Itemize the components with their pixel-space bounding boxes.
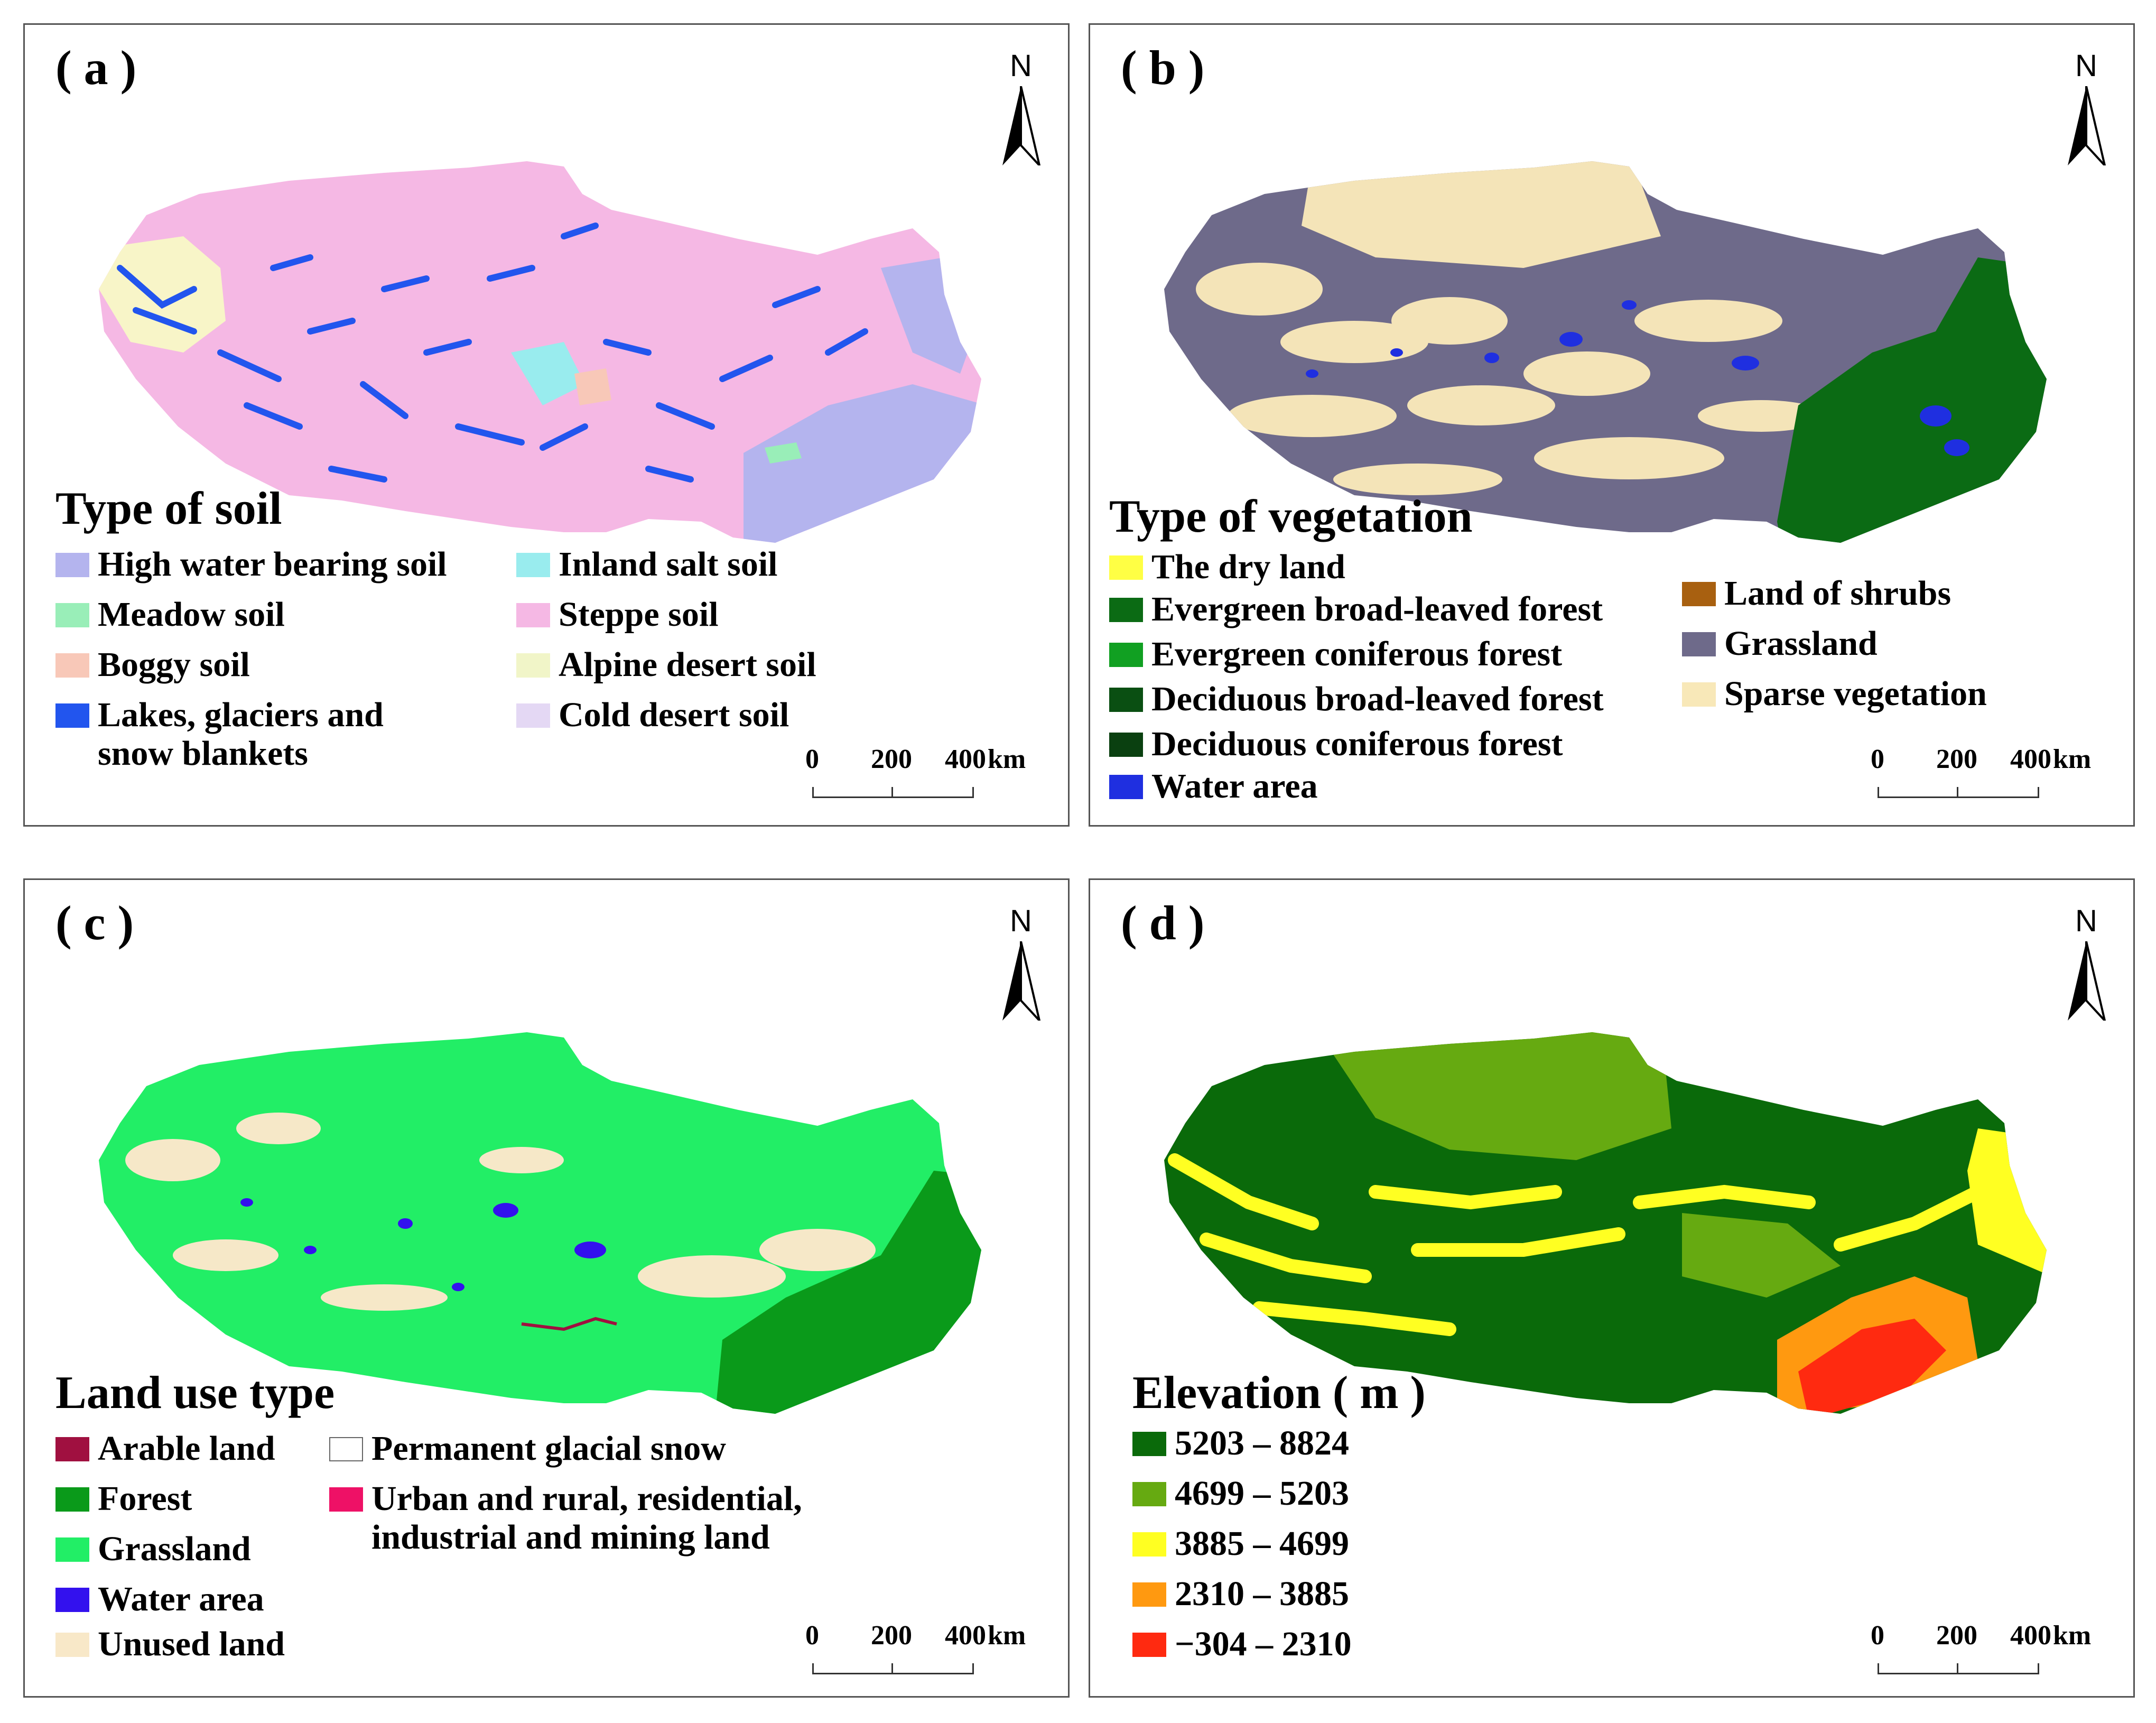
legend-title: Land use type [55, 1367, 335, 1419]
legend-swatch [55, 1537, 89, 1562]
legend-item: Inland salt soil [516, 545, 778, 584]
red-elevation-area [1798, 1319, 1946, 1414]
yellow-elevation-bands [1168, 1153, 1985, 1336]
legend-item: Land of shrubs [1682, 574, 1951, 613]
legend-item: Steppe soil [516, 595, 719, 634]
legend-swatch [1132, 1432, 1166, 1456]
legend-item: Meadow soil [55, 595, 285, 634]
north-arrow-icon: N [2062, 903, 2110, 1025]
legend-item: Permanent glacial snow [329, 1429, 726, 1468]
legend-title: Elevation ( m ) [1132, 1367, 1426, 1419]
legend-item: Unused land [55, 1625, 285, 1664]
salt-soil-area [511, 342, 585, 405]
north-arrow-icon: N [2062, 48, 2110, 170]
sparse-vegetation-area [1302, 161, 1661, 268]
legend-swatch [55, 1437, 89, 1461]
legend-item: Sparse vegetation [1682, 674, 1987, 714]
boggy-soil-area [574, 368, 611, 405]
legend-swatch [55, 553, 89, 577]
legend-swatch [1682, 582, 1716, 606]
meadow-soil-area [765, 442, 802, 464]
legend-item: Deciduous broad-leaved forest [1109, 680, 1604, 719]
legend-swatch [1109, 733, 1143, 757]
legend-swatch [516, 653, 550, 678]
legend-item: Grassland [55, 1530, 251, 1569]
panel-soil-map: ( a ) N Type of soil High water bearing … [23, 23, 1070, 827]
panel-elevation-map: ( d ) N Elevation ( m ) 5203 – 8824 4699… [1089, 878, 2135, 1698]
legend-item: Lakes, glaciers and snow blankets [55, 696, 436, 773]
legend-item: 5203 – 8824 [1132, 1424, 1349, 1463]
elevation-map [1164, 1032, 2047, 1414]
legend-item: Forest [55, 1479, 192, 1518]
legend-swatch [329, 1487, 363, 1512]
legend-swatch [1132, 1582, 1166, 1607]
legend-item: Grassland [1682, 624, 1878, 663]
legend-swatch [55, 703, 89, 728]
soil-map [99, 161, 981, 543]
legend-swatch [516, 603, 550, 627]
legend-item: Boggy soil [55, 645, 250, 684]
legend-title: Type of soil [55, 483, 282, 534]
legend-swatch [55, 1633, 89, 1657]
legend-item: High water bearing soil [55, 545, 447, 584]
scale-bar: 0 200 400 km [802, 744, 1026, 807]
scale-bar: 0 200 400 km [1867, 744, 2091, 807]
panel-label: ( b ) [1121, 41, 1205, 95]
legend-swatch [1109, 643, 1143, 667]
legend-item: −304 – 2310 [1132, 1625, 1352, 1664]
legend-swatch [1682, 632, 1716, 656]
vegetation-map [1164, 161, 2047, 543]
legend-item: The dry land [1109, 548, 1345, 587]
legend-item: Evergreen broad-leaved forest [1109, 590, 1603, 629]
legend-swatch [329, 1437, 363, 1461]
unused-land-patches [125, 1113, 876, 1311]
land-use-map [99, 1032, 981, 1414]
alpine-desert-area [99, 236, 226, 353]
mid-elevation-area [1682, 1213, 1841, 1298]
legend-swatch [55, 1588, 89, 1612]
legend-item: 3885 – 4699 [1132, 1524, 1349, 1563]
legend-item: Arable land [55, 1429, 275, 1468]
legend-item: Deciduous coniferous forest [1109, 725, 1563, 764]
legend-swatch [55, 653, 89, 678]
scale-bar: 0 200 400 km [802, 1620, 1026, 1683]
panel-land-use-map: ( c ) N Land use type Arable land Forest… [23, 878, 1070, 1698]
legend-swatch [1109, 598, 1143, 622]
legend-item: Water area [55, 1580, 264, 1619]
legend-swatch [55, 603, 89, 627]
legend-swatch [1132, 1532, 1166, 1557]
legend-item: Evergreen coniferous forest [1109, 635, 1562, 674]
legend-item: 2310 – 3885 [1132, 1574, 1349, 1614]
water-area-patches [240, 1198, 606, 1291]
legend-swatch [1132, 1633, 1166, 1657]
legend-item: Cold desert soil [516, 696, 789, 735]
scale-bar: 0 200 400 km [1867, 1620, 2091, 1683]
north-arrow-icon: N [997, 903, 1045, 1025]
legend-item: 4699 – 5203 [1132, 1474, 1349, 1513]
lake-features [117, 223, 868, 483]
arable-land-line [521, 1317, 617, 1331]
legend-swatch [516, 553, 550, 577]
legend-title: Type of vegetation [1109, 491, 1473, 542]
legend-swatch [1682, 682, 1716, 707]
panel-label: ( a ) [55, 41, 137, 95]
legend-swatch [1109, 555, 1143, 580]
panel-label: ( c ) [55, 896, 134, 950]
water-area-patches [1306, 300, 1969, 456]
north-arrow-icon: N [997, 48, 1045, 170]
panel-vegetation-map: ( b ) N Type of vegetation The dry land … [1089, 23, 2135, 827]
legend-item: Water area [1109, 767, 1318, 806]
legend-swatch [516, 703, 550, 728]
legend-item: Urban and rural, residential, industrial… [329, 1479, 858, 1557]
legend-swatch [55, 1487, 89, 1512]
panel-label: ( d ) [1121, 896, 1205, 950]
legend-swatch [1109, 688, 1143, 712]
mid-elevation-area [1312, 1032, 1671, 1160]
legend-swatch [1109, 775, 1143, 799]
legend-swatch [1132, 1482, 1166, 1506]
legend-item: Alpine desert soil [516, 645, 816, 684]
